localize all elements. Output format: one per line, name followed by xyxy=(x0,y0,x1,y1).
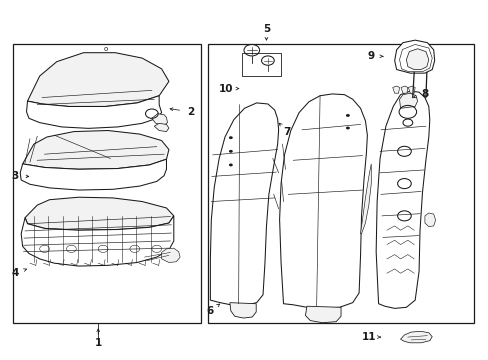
Text: 5: 5 xyxy=(262,24,269,35)
Text: 3: 3 xyxy=(12,171,19,181)
Polygon shape xyxy=(305,306,340,323)
Text: 4: 4 xyxy=(12,268,19,278)
Bar xyxy=(13,44,200,323)
Polygon shape xyxy=(400,331,431,343)
Polygon shape xyxy=(279,94,366,309)
Text: 9: 9 xyxy=(367,51,374,61)
Polygon shape xyxy=(152,114,167,126)
Text: 1: 1 xyxy=(94,338,102,348)
Polygon shape xyxy=(424,213,435,226)
Polygon shape xyxy=(26,96,161,129)
Circle shape xyxy=(228,136,232,139)
Polygon shape xyxy=(21,216,173,266)
Text: 11: 11 xyxy=(361,332,375,342)
Text: o: o xyxy=(103,46,107,52)
Bar xyxy=(207,44,473,323)
Polygon shape xyxy=(407,86,414,93)
Polygon shape xyxy=(229,303,256,318)
Circle shape xyxy=(228,150,232,153)
Polygon shape xyxy=(406,49,428,69)
Polygon shape xyxy=(27,53,168,107)
Polygon shape xyxy=(161,248,180,262)
Polygon shape xyxy=(399,93,417,108)
Polygon shape xyxy=(360,164,370,234)
Text: 7: 7 xyxy=(283,127,290,136)
Polygon shape xyxy=(392,86,399,93)
Polygon shape xyxy=(25,197,173,230)
Circle shape xyxy=(345,114,349,117)
Polygon shape xyxy=(22,131,168,169)
Text: 2: 2 xyxy=(187,107,194,117)
Circle shape xyxy=(228,163,232,166)
Circle shape xyxy=(345,127,349,130)
Text: 6: 6 xyxy=(206,306,214,316)
Polygon shape xyxy=(154,123,168,132)
Polygon shape xyxy=(400,86,407,93)
Polygon shape xyxy=(375,91,429,309)
Text: 10: 10 xyxy=(219,84,233,94)
Polygon shape xyxy=(210,103,278,306)
Polygon shape xyxy=(20,159,166,190)
Bar xyxy=(242,53,281,76)
Text: 8: 8 xyxy=(421,89,427,99)
Polygon shape xyxy=(394,40,434,73)
